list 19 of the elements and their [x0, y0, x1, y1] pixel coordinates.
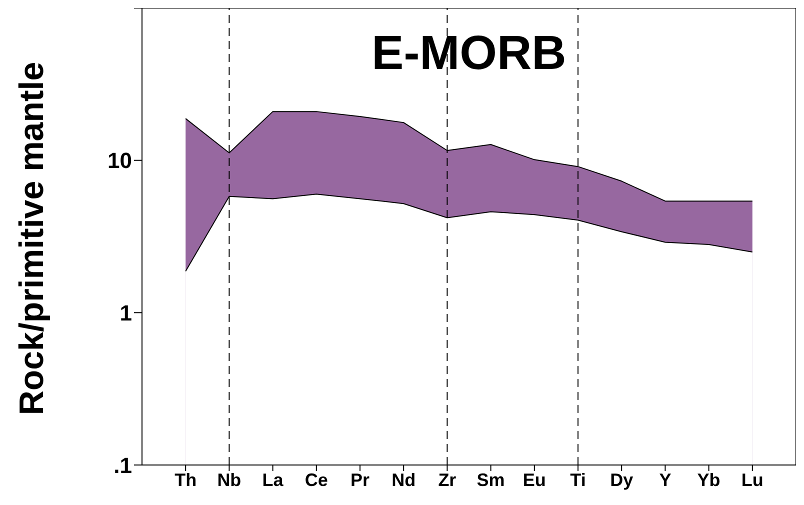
x-tick-label: Lu — [741, 470, 764, 490]
y-axis-title: Rock/primitive mantle — [14, 61, 52, 415]
x-tick-label: Dy — [610, 470, 634, 490]
x-tick-label: Yb — [697, 470, 720, 490]
y-tick-label: .1 — [114, 452, 132, 478]
x-tick-label: Nd — [392, 470, 416, 490]
x-tick-label: Eu — [522, 470, 546, 490]
x-tick-label: Ti — [570, 470, 586, 490]
x-tick-label: Y — [659, 470, 672, 490]
y-tick-label: 1 — [120, 300, 132, 326]
x-tick-label: Zr — [438, 470, 456, 490]
y-tick-label: 10 — [108, 148, 132, 174]
chart-title: E-MORB — [370, 26, 568, 81]
x-tick-label: Ce — [304, 470, 328, 490]
x-tick-label: Th — [174, 470, 197, 490]
x-tick-label: La — [262, 470, 284, 490]
x-tick-label: Nb — [217, 470, 242, 490]
x-tick-label: Pr — [350, 470, 370, 490]
x-tick-label: Sm — [476, 470, 505, 490]
